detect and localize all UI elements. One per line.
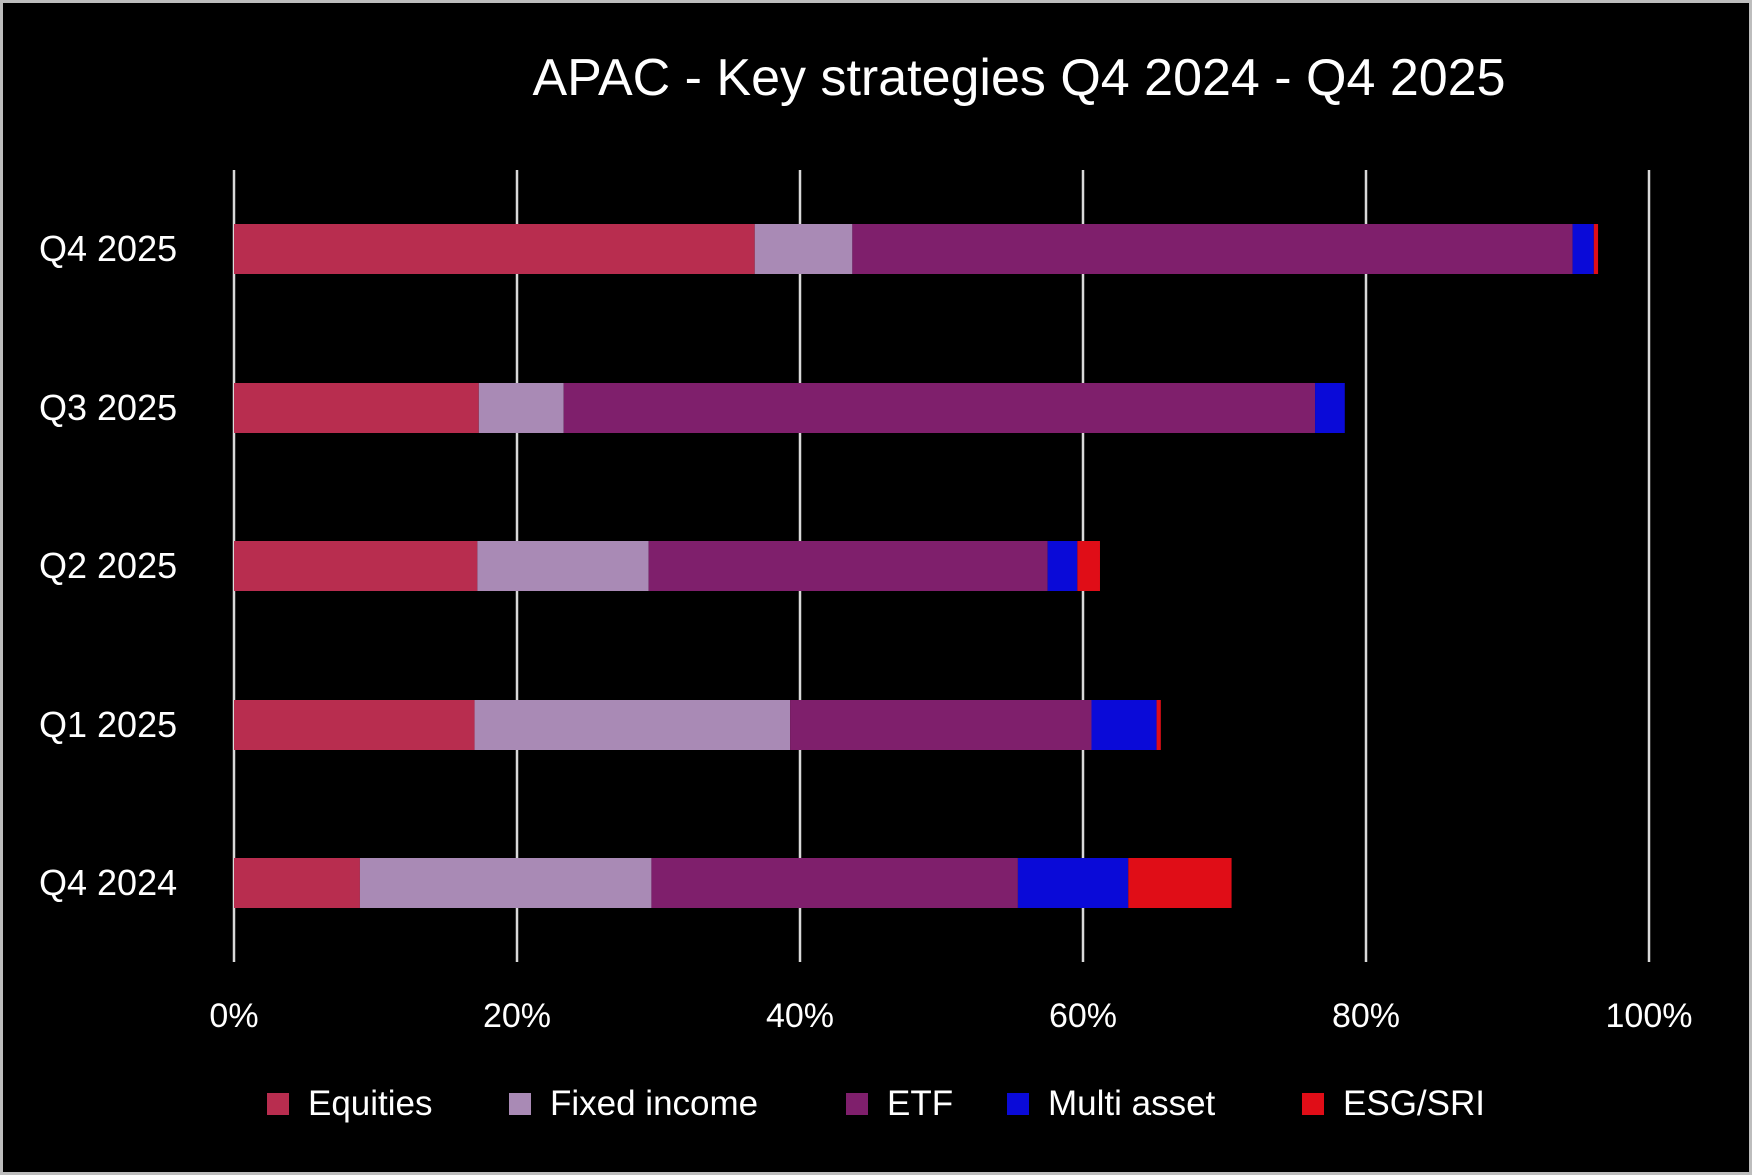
chart-title: APAC - Key strategies Q4 2024 - Q4 2025 [532,49,1505,107]
legend: Equities Fixed income ETF Multi asset ESG/SR… [267,1084,1485,1123]
legend-label: Fixed income [550,1084,758,1123]
bars [234,224,1599,908]
category-label: Q1 2025 [39,704,177,745]
legend-swatch [846,1093,868,1115]
bar-segment [1091,700,1157,750]
bar-segment [478,383,564,433]
bar-segment [1572,224,1594,274]
category-label: Q3 2025 [39,387,177,428]
bar-segment [563,383,1316,433]
legend-swatch [1302,1093,1324,1115]
category-label: Q4 2025 [39,228,177,269]
bar-segment [359,858,652,908]
legend-swatch [1007,1093,1029,1115]
bar-segment [477,541,649,591]
x-tick-label: 60% [1049,997,1117,1035]
x-tick-label: 80% [1332,997,1400,1035]
bar-segment [1077,541,1100,591]
gridlines [232,170,1651,962]
bar-segment [1017,858,1129,908]
bar-segment [790,700,1092,750]
bar-segment [754,224,853,274]
bar-segment [234,541,478,591]
category-label: Q2 2025 [39,545,177,586]
bar-segment [651,858,1018,908]
legend-label: Multi asset [1048,1084,1216,1123]
bar-segment [852,224,1573,274]
bar-segment [1593,224,1599,274]
x-tick-label: 100% [1606,997,1693,1035]
bar-segment [1156,700,1161,750]
legend-label: ETF [887,1084,953,1123]
bar-segment [648,541,1048,591]
bar-segment [1128,858,1232,908]
legend-swatch [267,1093,289,1115]
bar-segment [234,383,479,433]
category-labels: Q4 2025 Q3 2025 Q2 2025 Q1 2025 Q4 2024 [39,228,177,903]
bar-segment [234,224,755,274]
category-label: Q4 2024 [39,862,177,903]
bar-segment [474,700,791,750]
bar-segment [234,700,475,750]
bar-segment [234,858,360,908]
legend-swatch [509,1093,531,1115]
bar-segment [1315,383,1345,433]
legend-label: Equities [308,1084,433,1123]
x-tick-label: 0% [209,997,258,1035]
x-tick-label: 40% [766,997,834,1035]
legend-label: ESG/SRI [1343,1084,1485,1123]
x-axis-tick-labels: 0% 20% 40% 60% 80% 100% [209,997,1692,1035]
x-tick-label: 20% [483,997,551,1035]
bar-segment [1047,541,1078,591]
